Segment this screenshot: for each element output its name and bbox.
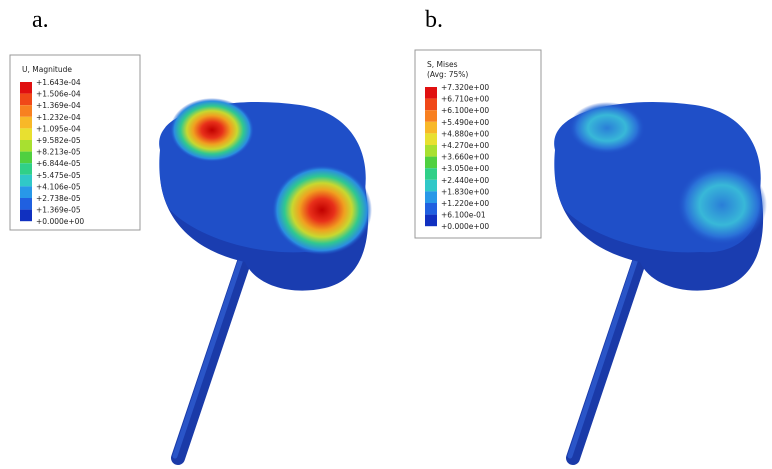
legend-label: +4.106e-05 <box>36 182 81 191</box>
legend-label: +6.100e-01 <box>441 211 486 220</box>
legend-title: S, Mises <box>427 60 458 69</box>
legend-label: +4.880e+00 <box>441 129 489 138</box>
legend-label: +6.100e+00 <box>441 106 489 115</box>
legend-swatch <box>425 122 437 134</box>
legend-swatch <box>20 186 32 198</box>
legend-label: +1.369e-05 <box>36 206 81 215</box>
legend-label: +3.050e+00 <box>441 164 489 173</box>
legend-label: +4.270e+00 <box>441 141 489 150</box>
legend-label: +1.506e-04 <box>36 90 81 99</box>
legend-swatch <box>425 168 437 180</box>
legend-swatch <box>20 163 32 175</box>
legend-label: +0.000e+00 <box>441 222 489 231</box>
panel-label: b. <box>425 7 443 33</box>
legend-swatch <box>425 110 437 122</box>
model-a <box>159 98 372 458</box>
legend-swatch <box>425 203 437 215</box>
legend-swatch <box>425 180 437 192</box>
legend-swatch <box>425 191 437 203</box>
legend-swatch <box>20 152 32 164</box>
legend-swatch <box>20 82 32 94</box>
legend-label: +9.582e-05 <box>36 136 81 145</box>
legend-label: +5.475e-05 <box>36 171 81 180</box>
legend-label: +1.643e-04 <box>36 78 81 87</box>
legend-label: +1.095e-04 <box>36 124 81 133</box>
legend-swatch <box>20 94 32 106</box>
panel-label: a. <box>32 7 49 33</box>
legend-label: +2.440e+00 <box>441 176 489 185</box>
legend-swatch <box>20 105 32 117</box>
legend-swatch <box>20 140 32 152</box>
legend-swatch <box>20 175 32 187</box>
model-b <box>554 102 767 458</box>
legend-swatch <box>425 99 437 111</box>
legend-title: U, Magnitude <box>22 65 72 74</box>
legend-label: +3.660e+00 <box>441 153 489 162</box>
legend-swatch <box>20 198 32 210</box>
legend-label: +1.232e-04 <box>36 113 81 122</box>
legend-label: +8.213e-05 <box>36 148 81 157</box>
legend-label: +7.320e+00 <box>441 83 489 92</box>
legend-label: +2.738e-05 <box>36 194 81 203</box>
legend-swatch <box>425 215 437 227</box>
legend-label: +6.844e-05 <box>36 159 81 168</box>
legend-label: +1.369e-04 <box>36 101 81 110</box>
legend-label: +0.000e+00 <box>36 217 84 226</box>
legend-swatch <box>425 145 437 157</box>
legend-swatch <box>425 133 437 145</box>
legend-label: +1.830e+00 <box>441 187 489 196</box>
figure: a. b. U, Magnitude +1.643e-04 +1.506e-04 +1… <box>0 0 772 469</box>
legend-label: +1.220e+00 <box>441 199 489 208</box>
legend-swatch <box>20 128 32 140</box>
legend-swatch <box>425 157 437 169</box>
legend-swatch <box>20 210 32 222</box>
legend-label: +6.710e+00 <box>441 95 489 104</box>
legend-label: +5.490e+00 <box>441 118 489 127</box>
legend-title: (Avg: 75%) <box>427 70 468 79</box>
legend-swatch <box>20 117 32 129</box>
legend-swatch <box>425 87 437 99</box>
